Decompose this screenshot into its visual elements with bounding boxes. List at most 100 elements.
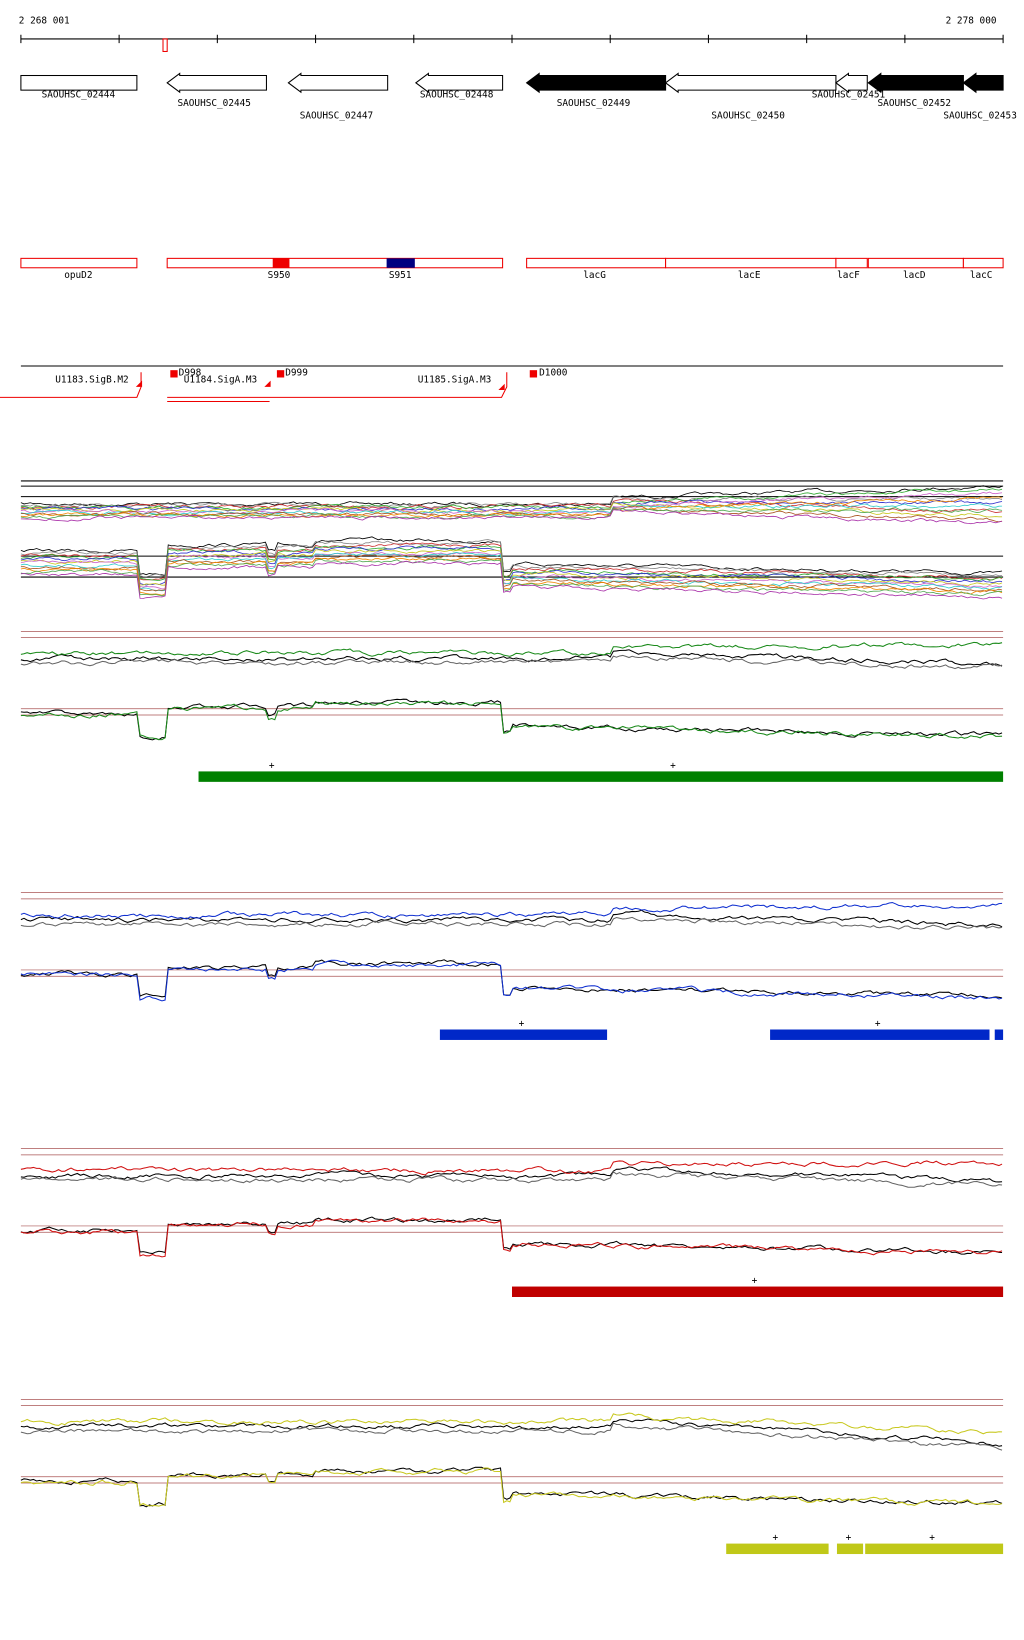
segment-bar <box>865 1543 1004 1555</box>
trace <box>20 509 1003 525</box>
trace <box>20 1160 1003 1176</box>
gene-arrow <box>835 72 868 94</box>
segment-marker: + <box>846 1532 852 1543</box>
segment-bar <box>726 1543 829 1555</box>
feature-label: lacE <box>738 270 761 281</box>
feature-label: lacD <box>903 270 926 281</box>
gene-arrow <box>166 72 267 94</box>
trace <box>20 545 1003 586</box>
trace <box>20 542 1003 581</box>
segment-marker: + <box>269 760 275 771</box>
trace <box>20 558 1003 597</box>
feature-label: lacG <box>583 270 606 281</box>
feature-box <box>665 257 837 269</box>
trace <box>20 698 1003 741</box>
feature-fill <box>272 258 290 268</box>
gene-label: SAOUHSC_02448 <box>420 89 494 100</box>
gene-arrow <box>525 72 667 94</box>
feature-label: opuD2 <box>64 270 92 281</box>
trace <box>20 649 1003 667</box>
terminator <box>276 370 285 378</box>
segment-marker: + <box>875 1018 881 1029</box>
ruler-end: 2 278 000 <box>946 15 997 26</box>
gene-arrow <box>414 72 504 94</box>
trace <box>20 495 1003 509</box>
trace <box>20 502 1003 518</box>
gene-label: SAOUHSC_02444 <box>42 89 116 100</box>
trace <box>20 491 1003 515</box>
gene-arrow <box>287 72 389 94</box>
feature-fill <box>386 258 415 268</box>
segment-marker: + <box>670 760 676 771</box>
promoter-label: U1184.SigA.M3 <box>184 375 258 386</box>
terminator <box>529 370 538 378</box>
gene-label: SAOUHSC_02447 <box>300 110 374 121</box>
segment-bar <box>994 1029 1004 1040</box>
segment-bar <box>836 1543 864 1555</box>
feature-box <box>835 257 868 269</box>
trace <box>20 641 1003 657</box>
trace <box>20 1418 1003 1447</box>
trace <box>20 654 1003 670</box>
terminator <box>170 370 178 378</box>
promoter-line <box>0 372 142 398</box>
trace <box>20 700 1003 741</box>
feature-box <box>867 257 964 269</box>
trace <box>20 498 1003 514</box>
trace <box>20 545 1003 582</box>
trace <box>20 1217 1003 1258</box>
segment-bar <box>439 1029 608 1040</box>
gene-label: SAOUHSC_02453 <box>943 110 1017 121</box>
trace <box>20 916 1003 930</box>
promoter-label: U1183.SigB.M2 <box>55 375 129 386</box>
promoter-label: U1185.SigA.M3 <box>418 375 492 386</box>
ruler-start: 2 268 001 <box>19 15 70 26</box>
segment-marker: + <box>752 1275 758 1286</box>
segment-bar <box>512 1286 1004 1297</box>
gene-label: SAOUHSC_02445 <box>177 98 251 109</box>
feature-label: lacC <box>970 270 993 281</box>
feature-label: lacF <box>837 270 860 281</box>
segment-marker: + <box>519 1018 525 1029</box>
trace <box>20 536 1003 576</box>
segment-marker: + <box>929 1532 935 1543</box>
promoter-label: D999 <box>285 367 308 378</box>
promoter-flag <box>498 383 505 391</box>
gene-label: SAOUHSC_02449 <box>557 98 631 109</box>
trace <box>20 539 1003 578</box>
trace <box>20 1166 1003 1183</box>
trace <box>20 1171 1003 1188</box>
promoter-label: D998 <box>179 367 202 378</box>
trace <box>20 1412 1003 1435</box>
feature-label: S951 <box>389 270 412 281</box>
trace <box>20 1466 1003 1508</box>
gene-arrow <box>664 72 837 94</box>
trace <box>20 560 1003 600</box>
trace <box>20 503 1003 517</box>
promoter-flag <box>264 380 271 387</box>
segment-marker: + <box>772 1532 778 1543</box>
segment-bar <box>198 771 1004 782</box>
feature-box <box>962 257 1004 269</box>
feature-box <box>166 257 504 269</box>
gene-label: SAOUHSC_02450 <box>711 110 785 121</box>
trace <box>20 959 1003 1002</box>
trace <box>20 902 1003 920</box>
gene-label: SAOUHSC_02451 <box>812 89 886 100</box>
gene-arrow <box>962 72 1004 94</box>
trace <box>20 554 1003 592</box>
feature-label: S950 <box>268 270 291 281</box>
feature-box <box>526 257 667 269</box>
gene <box>20 74 138 91</box>
ruler-mark <box>162 38 168 53</box>
segment-bar <box>770 1029 990 1040</box>
gene-label: SAOUHSC_02452 <box>878 98 952 109</box>
gene-arrow <box>867 72 964 94</box>
trace <box>20 1467 1003 1507</box>
feature-box <box>20 257 138 269</box>
promoter-flag <box>135 380 143 387</box>
promoter-line <box>167 372 508 398</box>
trace <box>20 1422 1003 1451</box>
